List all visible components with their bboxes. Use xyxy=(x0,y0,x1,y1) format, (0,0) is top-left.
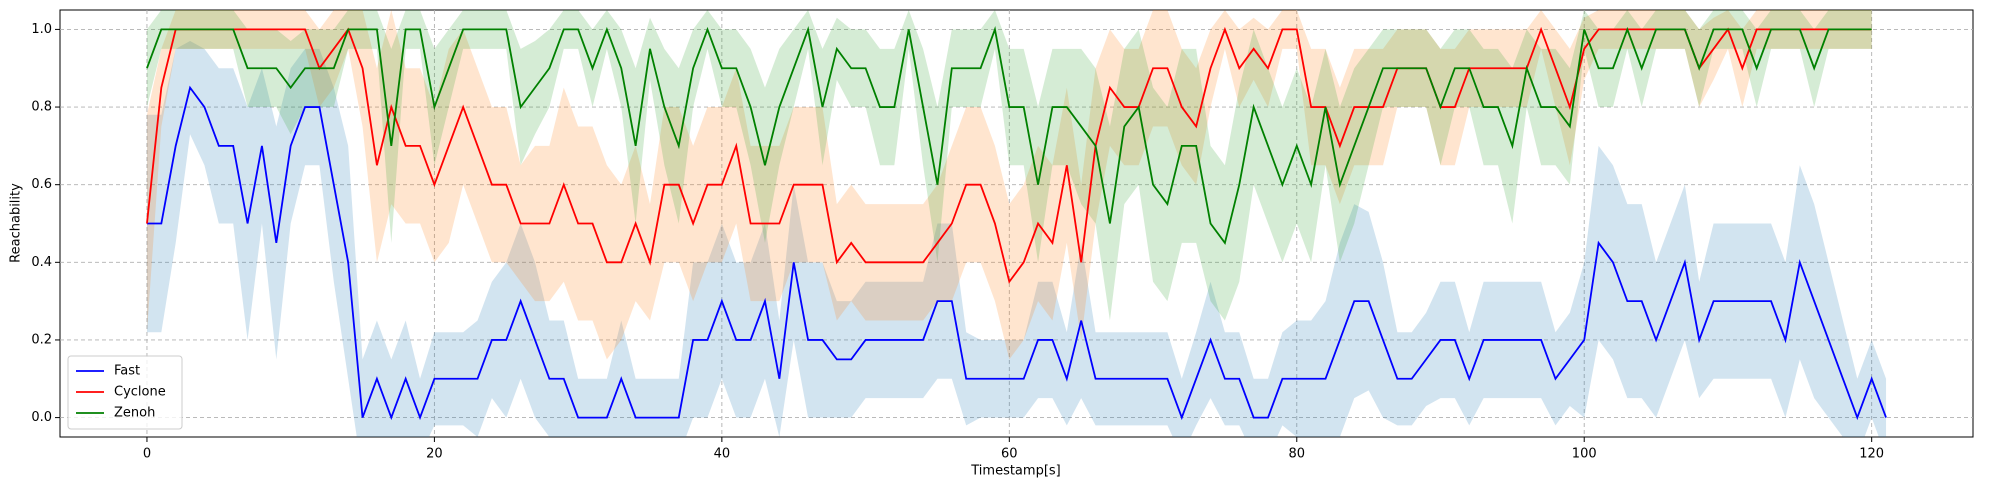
y-tick-label: 0.6 xyxy=(31,177,52,192)
y-tick-label: 0.4 xyxy=(31,255,52,270)
plot-frame xyxy=(59,9,1974,438)
error-band xyxy=(146,41,1887,437)
legend-label: Cyclone xyxy=(114,385,166,400)
line xyxy=(146,26,1872,245)
y-tick-label: 1.0 xyxy=(31,22,52,37)
x-tick-label: 100 xyxy=(1572,447,1597,462)
y-tick-label: 0.2 xyxy=(31,332,52,347)
x-tick-label: 40 xyxy=(714,447,731,462)
line xyxy=(146,85,1887,421)
x-axis-label: Timestamp[s] xyxy=(970,464,1060,479)
x-tick-label: 60 xyxy=(1001,447,1018,462)
x-tick-label: 0 xyxy=(143,447,151,462)
line xyxy=(146,26,1872,284)
legend-box xyxy=(67,355,183,430)
y-axis-label: Reachability xyxy=(9,183,24,263)
legend-label: Zenoh xyxy=(114,406,155,421)
x-tick-label: 20 xyxy=(426,447,443,462)
error-band xyxy=(146,10,1872,360)
error-band xyxy=(146,10,1872,321)
x-tick-label: 80 xyxy=(1288,447,1305,462)
x-tick-label: 120 xyxy=(1859,447,1884,462)
y-tick-label: 0.8 xyxy=(31,100,52,115)
y-tick-label: 0.0 xyxy=(31,410,52,425)
legend-label: Fast xyxy=(114,364,140,379)
